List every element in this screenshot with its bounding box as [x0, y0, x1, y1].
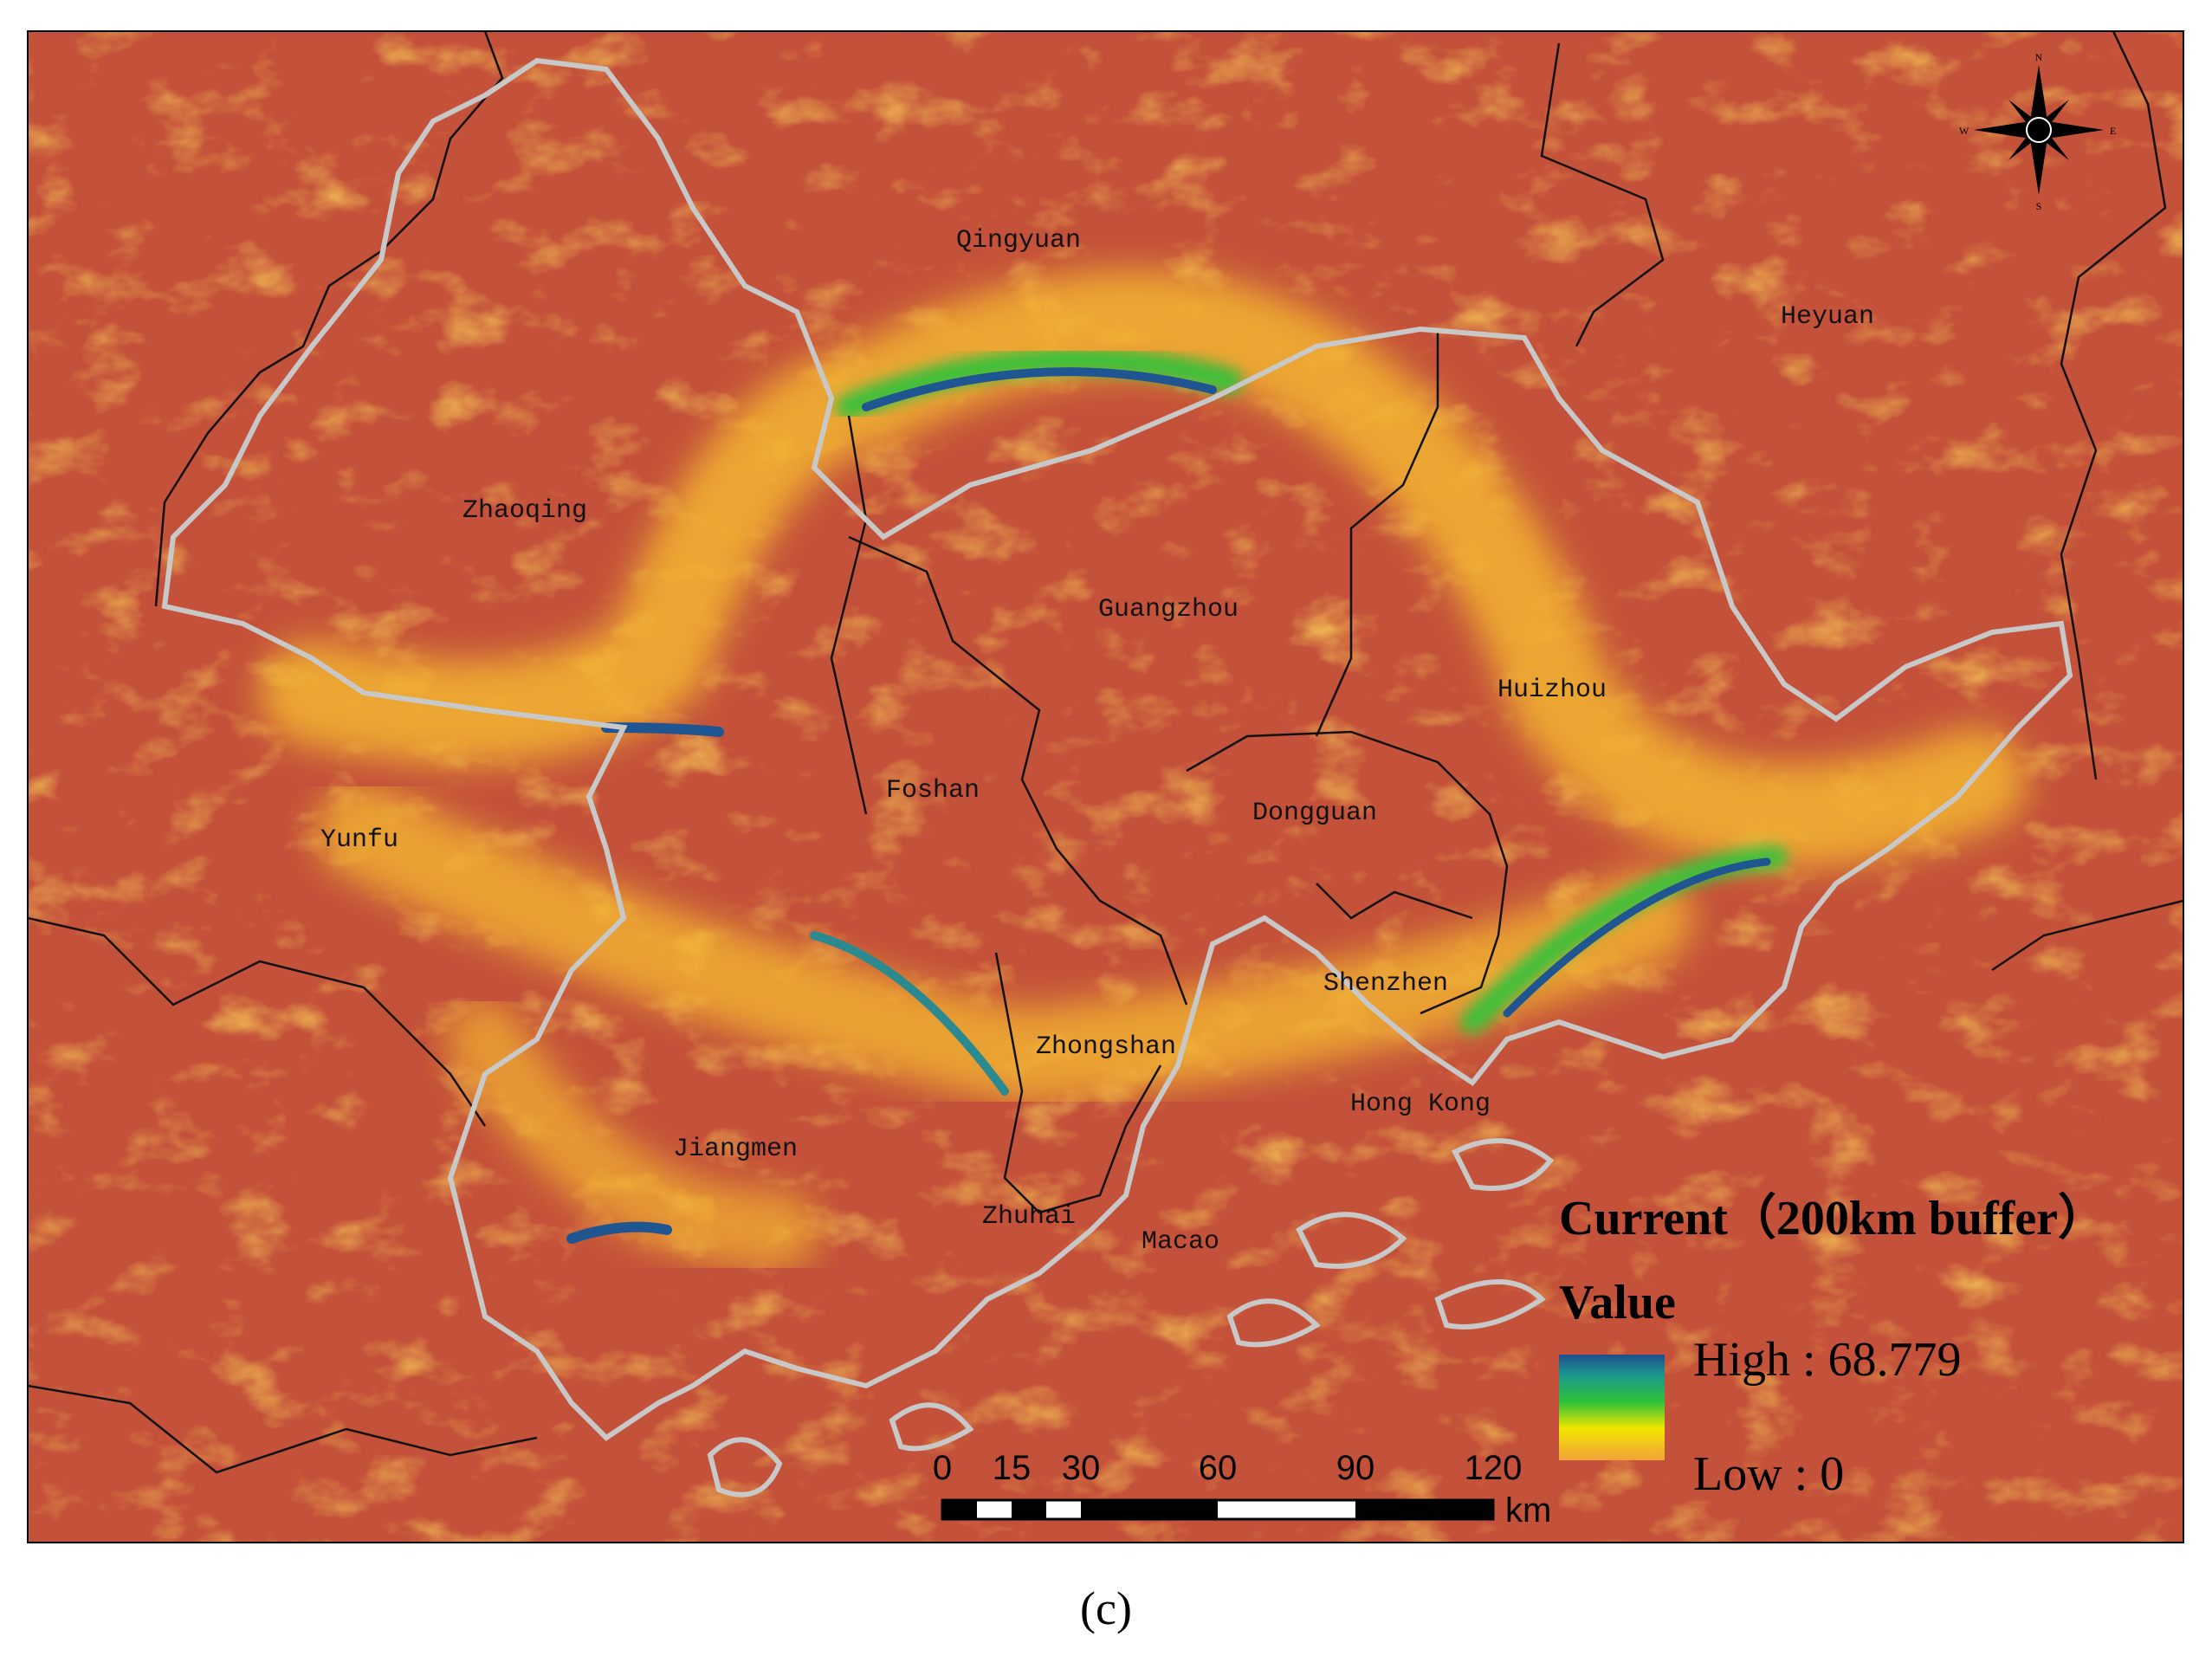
border-line	[28, 1384, 538, 1474]
compass-label: N	[2035, 51, 2043, 63]
scale-label: 0	[933, 1449, 952, 1487]
corridor-core	[566, 1221, 672, 1244]
legend-gradient	[1559, 1355, 1665, 1460]
figure-caption: (c)	[1080, 1582, 1132, 1634]
scale-label: 120	[1465, 1449, 1523, 1487]
border-line	[994, 952, 1162, 1214]
city-label: Jiangmen	[673, 1135, 798, 1164]
city-label: Zhaoqing	[462, 496, 587, 526]
compass-point	[2008, 100, 2039, 130]
border-line	[1991, 899, 2183, 972]
legend-subtitle: Value	[1559, 1276, 1676, 1329]
island	[707, 1437, 783, 1498]
scale-label: 60	[1199, 1449, 1238, 1487]
scale-label: 30	[1062, 1449, 1101, 1487]
compass-point	[2039, 121, 2104, 139]
corridor-core	[1460, 845, 1788, 1034]
corridor-core	[1503, 857, 1771, 1018]
legend: Current（200km buffer） Value High : 68.77…	[1559, 1191, 2106, 1501]
city-label: Shenzhen	[1323, 969, 1448, 999]
map-area	[28, 31, 2183, 1543]
city-label: Zhuhai	[982, 1202, 1076, 1232]
city-label: Heyuan	[1781, 302, 1874, 332]
compass-point	[2039, 100, 2069, 130]
city-label: Zhongshan	[1036, 1032, 1176, 1062]
island	[1434, 1279, 1546, 1329]
scale-label: 90	[1336, 1449, 1375, 1487]
border-line	[1315, 329, 1439, 737]
legend-low: Low : 0	[1693, 1447, 1844, 1501]
border-line	[1316, 883, 1473, 920]
compass-point	[2030, 65, 2047, 130]
corridor-core	[862, 367, 1217, 411]
scale-segment	[942, 1500, 977, 1519]
city-label: Guangzhou	[1098, 595, 1239, 624]
scale-segment	[1012, 1500, 1046, 1519]
city-label: Foshan	[886, 776, 980, 805]
legend-title: Current（200km buffer）	[1559, 1191, 2106, 1245]
city-label: Hong Kong	[1350, 1090, 1491, 1119]
compass-point	[2039, 130, 2069, 160]
border-line	[1186, 730, 1509, 1015]
compass-point	[2008, 130, 2039, 160]
island	[889, 1402, 974, 1452]
compass-point	[1974, 121, 2039, 139]
city-label: Qingyuan	[956, 226, 1081, 256]
borders	[28, 31, 2183, 1474]
corridors	[260, 269, 2027, 1269]
corridor-core	[836, 347, 1243, 420]
islands	[707, 1138, 1555, 1498]
border-line	[28, 916, 487, 1127]
compass-label: W	[1959, 125, 1969, 137]
compass-ring	[2026, 117, 2052, 143]
legend-high: High : 68.779	[1693, 1333, 1962, 1387]
corridor-glow	[446, 1000, 818, 1269]
compass-label: S	[2036, 200, 2042, 212]
city-label: Dongguan	[1252, 799, 1377, 828]
scale-segment	[1355, 1500, 1493, 1519]
city-label: Macao	[1142, 1227, 1219, 1257]
island	[1451, 1138, 1555, 1191]
scale-label: 15	[993, 1449, 1032, 1487]
study-area-outline	[161, 57, 2073, 1441]
city-label: Huizhou	[1497, 676, 1607, 705]
island	[1226, 1298, 1321, 1348]
border-line	[830, 415, 868, 815]
compass-label: E	[2110, 125, 2116, 137]
border-line	[2060, 31, 2167, 780]
compass-point	[2030, 130, 2047, 195]
scale-bar: 0 15 30 60 90 120 km	[933, 1449, 1551, 1530]
island	[1296, 1212, 1407, 1269]
scale-unit: km	[1505, 1491, 1551, 1530]
corridor-glow	[260, 269, 2027, 869]
compass: N S E W	[1959, 51, 2116, 212]
border-line	[154, 31, 504, 607]
corridor-glow	[316, 784, 1693, 1105]
city-label: Yunfu	[320, 825, 398, 855]
map-frame	[27, 30, 2184, 1543]
border-line	[1540, 42, 1665, 347]
city-labels: Qingyuan Heyuan Zhaoqing Guangzhou Huizh…	[320, 226, 1874, 1257]
border-line	[848, 535, 1188, 1006]
corridor-core	[810, 931, 1009, 1096]
scale-segment	[1081, 1500, 1218, 1519]
